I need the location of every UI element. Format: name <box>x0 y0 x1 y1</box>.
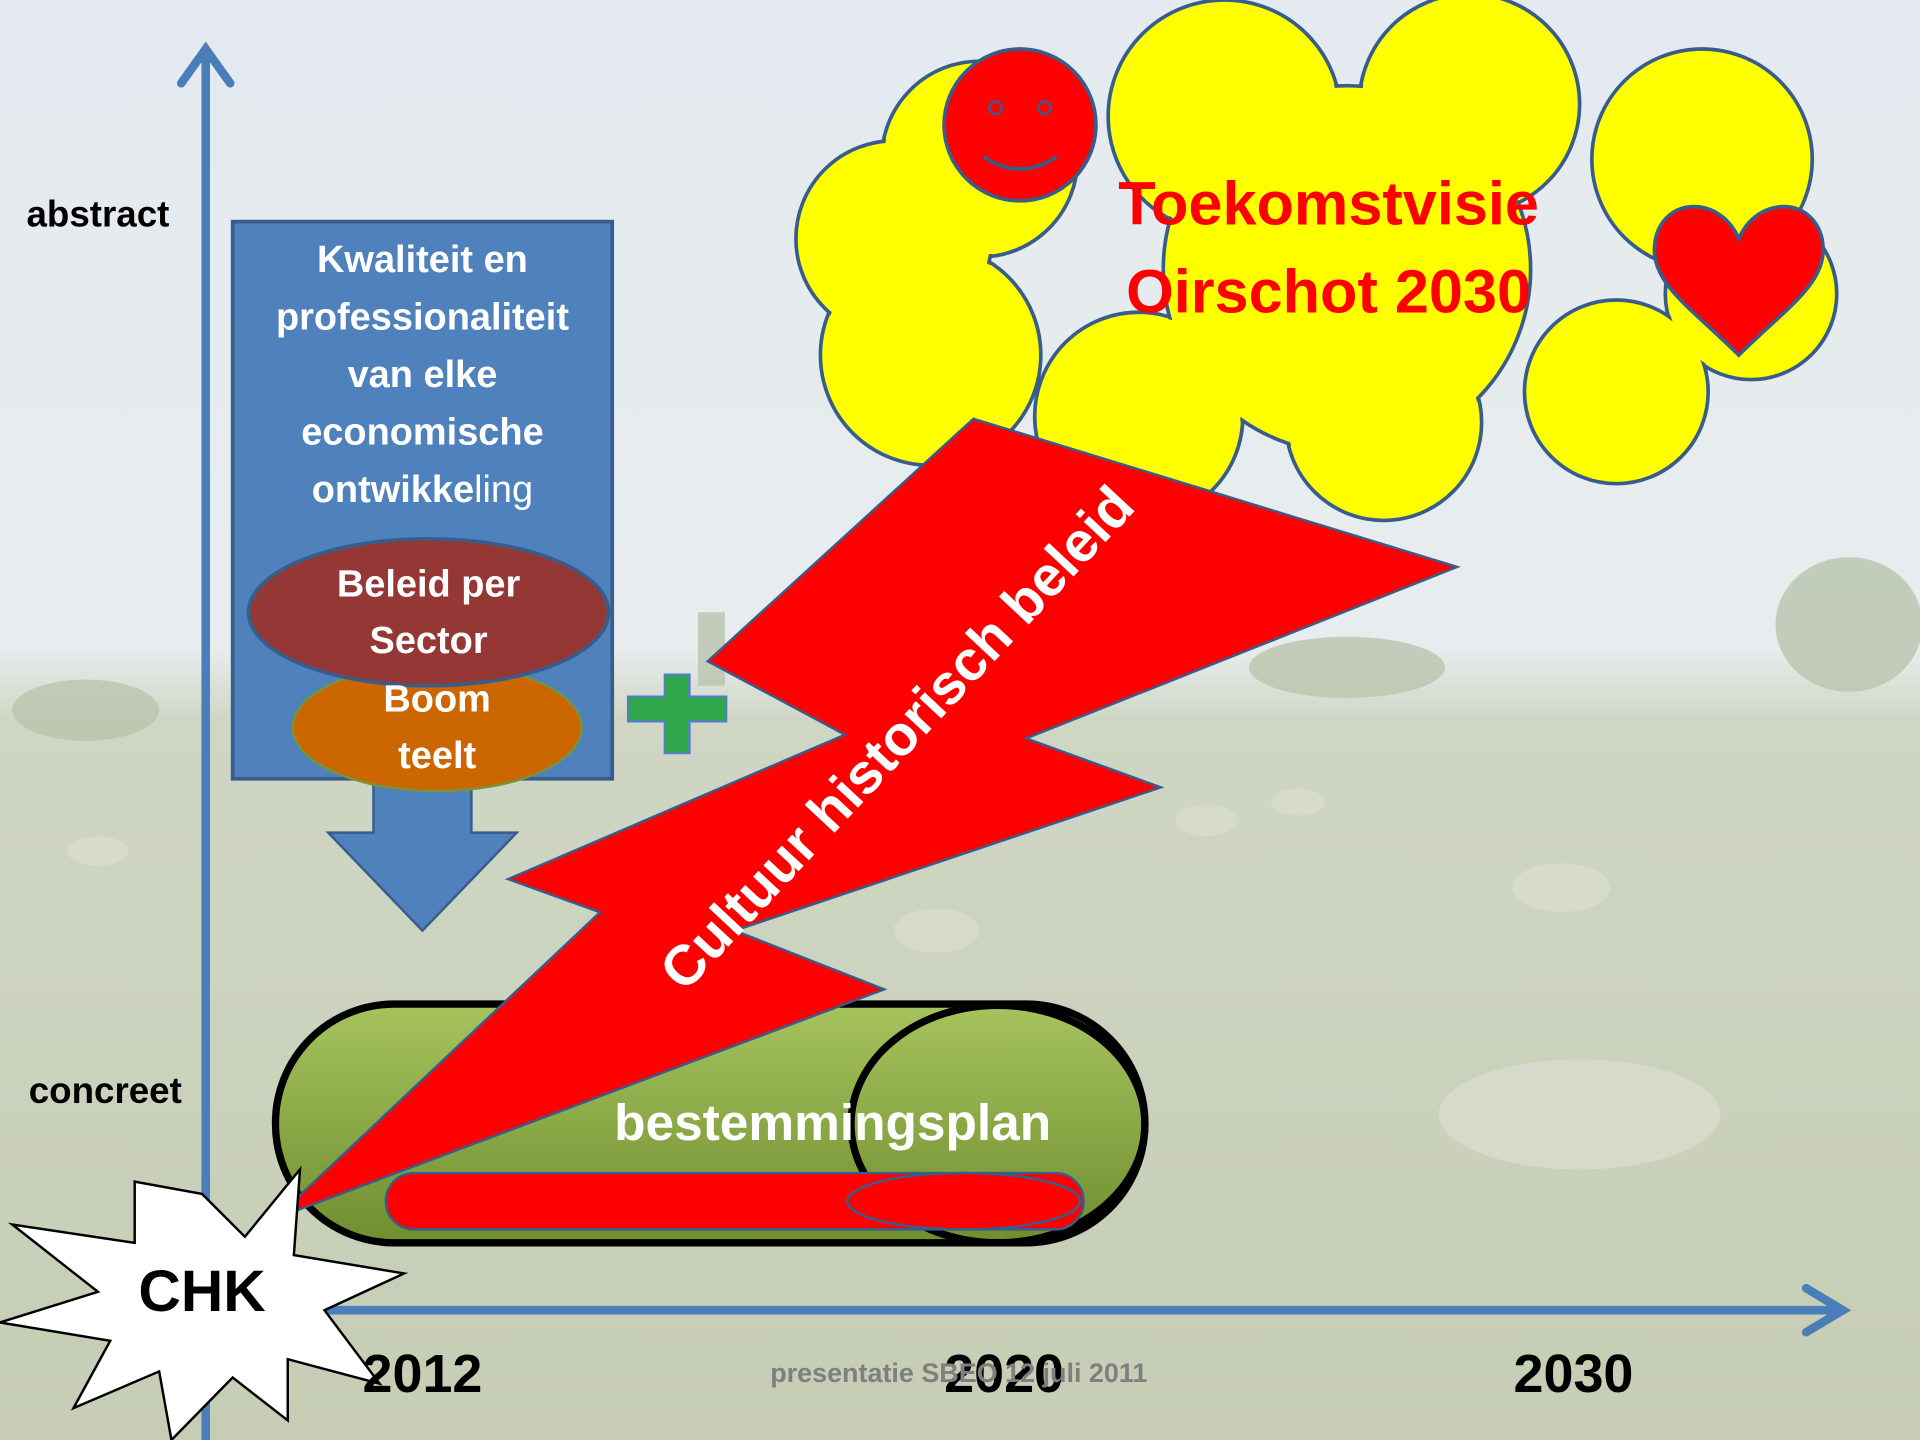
box-line: Kwaliteit en <box>317 239 528 281</box>
footer: presentatie SBEO 12 juli 2011 <box>770 1358 1147 1388</box>
cloud-text: Oirschot 2030 <box>1126 257 1531 325</box>
box-line: van elke <box>348 354 498 396</box>
axis-label: abstract <box>27 193 170 234</box>
year-label: 2012 <box>363 1344 483 1404</box>
sector-text: Beleid per <box>337 564 521 606</box>
axis-label: concreet <box>29 1070 182 1111</box>
box-line: economische <box>301 412 543 454</box>
star-text: CHK <box>138 1259 265 1324</box>
ellipse-sector <box>249 539 609 686</box>
boom-text: Boom <box>383 679 490 721</box>
capsule-text: bestemmingsplan <box>614 1093 1051 1151</box>
boom-text: teelt <box>398 735 476 777</box>
box-bold: ontwikke <box>312 469 474 511</box>
box-line: professionaliteit <box>276 297 569 339</box>
slide: abstract concreet Kwaliteit en profession… <box>0 0 1920 1440</box>
year-label: 2030 <box>1514 1344 1634 1404</box>
cloud-text: Toekomstvisie <box>1118 169 1539 237</box>
smiley <box>944 49 1096 201</box>
red-bar-end <box>847 1173 1080 1229</box>
box-line: ontwikkeling <box>312 469 533 511</box>
page: abstract concreet Kwaliteit en profession… <box>0 0 1920 1440</box>
sector-text: Sector <box>370 620 488 662</box>
box-regular: ling <box>474 469 533 511</box>
